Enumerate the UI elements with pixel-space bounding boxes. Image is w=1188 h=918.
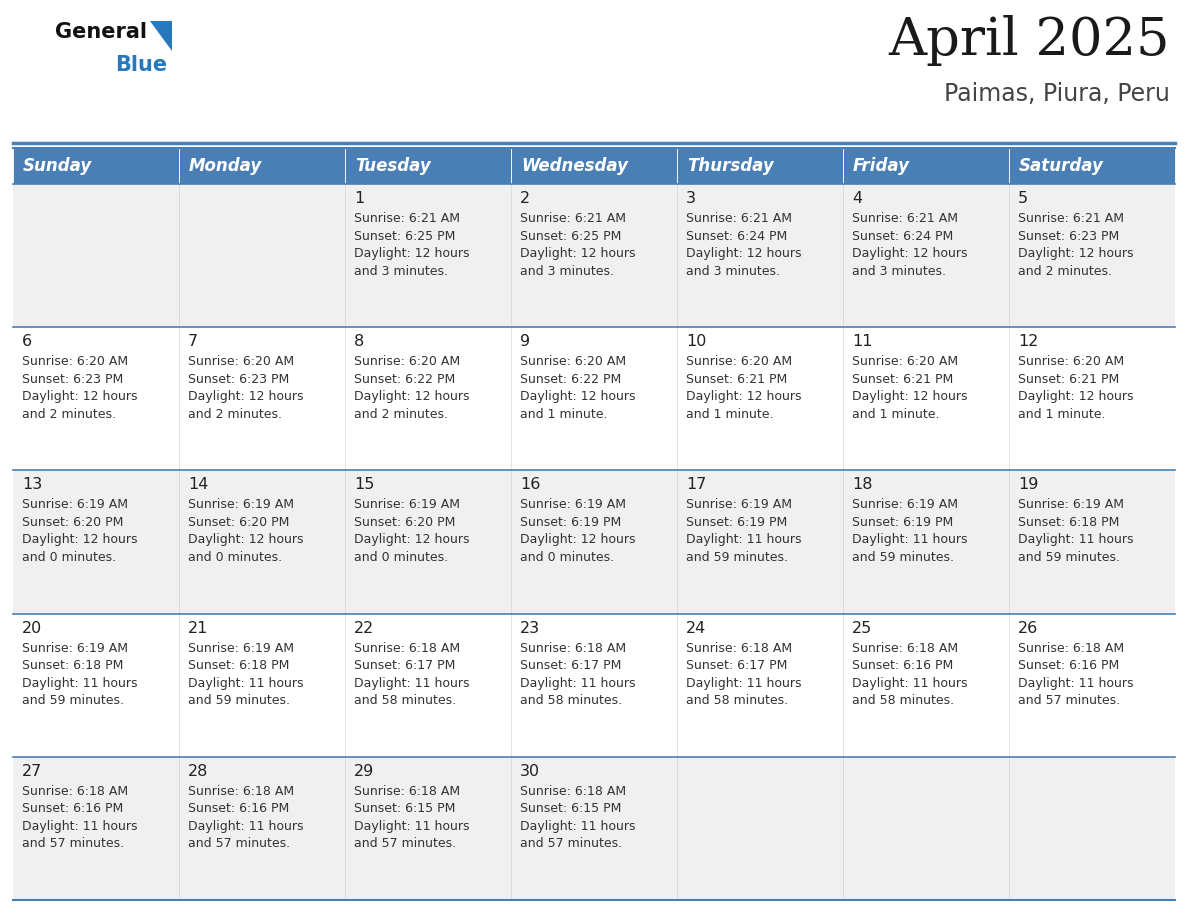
Text: Sunrise: 6:20 AM
Sunset: 6:23 PM
Daylight: 12 hours
and 2 minutes.: Sunrise: 6:20 AM Sunset: 6:23 PM Dayligh…: [23, 355, 138, 420]
Text: Sunrise: 6:18 AM
Sunset: 6:17 PM
Daylight: 11 hours
and 58 minutes.: Sunrise: 6:18 AM Sunset: 6:17 PM Dayligh…: [354, 642, 469, 707]
Text: 5: 5: [1018, 191, 1028, 206]
Text: Sunrise: 6:20 AM
Sunset: 6:22 PM
Daylight: 12 hours
and 1 minute.: Sunrise: 6:20 AM Sunset: 6:22 PM Dayligh…: [520, 355, 636, 420]
Text: 11: 11: [852, 334, 872, 349]
Text: Blue: Blue: [115, 55, 168, 75]
Text: Sunrise: 6:19 AM
Sunset: 6:18 PM
Daylight: 11 hours
and 59 minutes.: Sunrise: 6:19 AM Sunset: 6:18 PM Dayligh…: [1018, 498, 1133, 564]
Text: Sunrise: 6:21 AM
Sunset: 6:23 PM
Daylight: 12 hours
and 2 minutes.: Sunrise: 6:21 AM Sunset: 6:23 PM Dayligh…: [1018, 212, 1133, 277]
Text: Saturday: Saturday: [1019, 157, 1104, 175]
Text: Sunrise: 6:18 AM
Sunset: 6:17 PM
Daylight: 11 hours
and 58 minutes.: Sunrise: 6:18 AM Sunset: 6:17 PM Dayligh…: [685, 642, 802, 707]
Text: 27: 27: [23, 764, 43, 778]
Text: 20: 20: [23, 621, 43, 635]
Text: 2: 2: [520, 191, 530, 206]
Text: Sunrise: 6:18 AM
Sunset: 6:16 PM
Daylight: 11 hours
and 57 minutes.: Sunrise: 6:18 AM Sunset: 6:16 PM Dayligh…: [1018, 642, 1133, 707]
Text: Wednesday: Wednesday: [522, 157, 628, 175]
Text: 4: 4: [852, 191, 862, 206]
Text: 10: 10: [685, 334, 707, 349]
Text: General: General: [55, 22, 147, 42]
Bar: [179, 148, 345, 184]
Text: Sunrise: 6:19 AM
Sunset: 6:20 PM
Daylight: 12 hours
and 0 minutes.: Sunrise: 6:19 AM Sunset: 6:20 PM Dayligh…: [188, 498, 303, 564]
Text: Sunrise: 6:18 AM
Sunset: 6:16 PM
Daylight: 11 hours
and 57 minutes.: Sunrise: 6:18 AM Sunset: 6:16 PM Dayligh…: [23, 785, 138, 850]
Text: Sunrise: 6:18 AM
Sunset: 6:15 PM
Daylight: 11 hours
and 57 minutes.: Sunrise: 6:18 AM Sunset: 6:15 PM Dayligh…: [354, 785, 469, 850]
Text: 21: 21: [188, 621, 208, 635]
Bar: [1009, 148, 1175, 184]
Text: 15: 15: [354, 477, 374, 492]
Polygon shape: [150, 21, 172, 51]
Bar: [13, 470, 1175, 613]
Text: Sunrise: 6:21 AM
Sunset: 6:25 PM
Daylight: 12 hours
and 3 minutes.: Sunrise: 6:21 AM Sunset: 6:25 PM Dayligh…: [520, 212, 636, 277]
Text: 23: 23: [520, 621, 541, 635]
Text: Sunrise: 6:20 AM
Sunset: 6:21 PM
Daylight: 12 hours
and 1 minute.: Sunrise: 6:20 AM Sunset: 6:21 PM Dayligh…: [852, 355, 967, 420]
Text: Sunrise: 6:21 AM
Sunset: 6:24 PM
Daylight: 12 hours
and 3 minutes.: Sunrise: 6:21 AM Sunset: 6:24 PM Dayligh…: [685, 212, 802, 277]
Text: 26: 26: [1018, 621, 1038, 635]
Text: 7: 7: [188, 334, 198, 349]
Text: 25: 25: [852, 621, 872, 635]
Text: Monday: Monday: [189, 157, 263, 175]
Text: Sunrise: 6:19 AM
Sunset: 6:18 PM
Daylight: 11 hours
and 59 minutes.: Sunrise: 6:19 AM Sunset: 6:18 PM Dayligh…: [188, 642, 303, 707]
Text: 22: 22: [354, 621, 374, 635]
Text: Sunrise: 6:18 AM
Sunset: 6:15 PM
Daylight: 11 hours
and 57 minutes.: Sunrise: 6:18 AM Sunset: 6:15 PM Dayligh…: [520, 785, 636, 850]
Text: April 2025: April 2025: [889, 15, 1170, 66]
Text: 24: 24: [685, 621, 706, 635]
Text: Sunrise: 6:19 AM
Sunset: 6:19 PM
Daylight: 11 hours
and 59 minutes.: Sunrise: 6:19 AM Sunset: 6:19 PM Dayligh…: [852, 498, 967, 564]
Text: Sunrise: 6:20 AM
Sunset: 6:21 PM
Daylight: 12 hours
and 1 minute.: Sunrise: 6:20 AM Sunset: 6:21 PM Dayligh…: [1018, 355, 1133, 420]
Text: 16: 16: [520, 477, 541, 492]
Text: 28: 28: [188, 764, 208, 778]
Bar: [677, 148, 843, 184]
Text: Sunrise: 6:19 AM
Sunset: 6:19 PM
Daylight: 12 hours
and 0 minutes.: Sunrise: 6:19 AM Sunset: 6:19 PM Dayligh…: [520, 498, 636, 564]
Bar: [13, 148, 179, 184]
Bar: [13, 756, 1175, 900]
Bar: [13, 327, 1175, 470]
Text: Sunrise: 6:21 AM
Sunset: 6:24 PM
Daylight: 12 hours
and 3 minutes.: Sunrise: 6:21 AM Sunset: 6:24 PM Dayligh…: [852, 212, 967, 277]
Bar: [843, 148, 1009, 184]
Text: 30: 30: [520, 764, 541, 778]
Bar: [511, 148, 677, 184]
Text: Sunrise: 6:18 AM
Sunset: 6:16 PM
Daylight: 11 hours
and 58 minutes.: Sunrise: 6:18 AM Sunset: 6:16 PM Dayligh…: [852, 642, 967, 707]
Text: 1: 1: [354, 191, 365, 206]
Text: 19: 19: [1018, 477, 1038, 492]
Bar: [13, 613, 1175, 756]
Text: 3: 3: [685, 191, 696, 206]
Text: Thursday: Thursday: [687, 157, 773, 175]
Text: Sunrise: 6:20 AM
Sunset: 6:22 PM
Daylight: 12 hours
and 2 minutes.: Sunrise: 6:20 AM Sunset: 6:22 PM Dayligh…: [354, 355, 469, 420]
Text: Sunday: Sunday: [23, 157, 93, 175]
Text: Sunrise: 6:19 AM
Sunset: 6:20 PM
Daylight: 12 hours
and 0 minutes.: Sunrise: 6:19 AM Sunset: 6:20 PM Dayligh…: [354, 498, 469, 564]
Text: Sunrise: 6:18 AM
Sunset: 6:17 PM
Daylight: 11 hours
and 58 minutes.: Sunrise: 6:18 AM Sunset: 6:17 PM Dayligh…: [520, 642, 636, 707]
Text: 18: 18: [852, 477, 872, 492]
Text: 6: 6: [23, 334, 32, 349]
Text: Sunrise: 6:18 AM
Sunset: 6:16 PM
Daylight: 11 hours
and 57 minutes.: Sunrise: 6:18 AM Sunset: 6:16 PM Dayligh…: [188, 785, 303, 850]
Text: 8: 8: [354, 334, 365, 349]
Text: 12: 12: [1018, 334, 1038, 349]
Text: 14: 14: [188, 477, 208, 492]
Text: Paimas, Piura, Peru: Paimas, Piura, Peru: [944, 82, 1170, 106]
Text: Sunrise: 6:20 AM
Sunset: 6:23 PM
Daylight: 12 hours
and 2 minutes.: Sunrise: 6:20 AM Sunset: 6:23 PM Dayligh…: [188, 355, 303, 420]
Text: Sunrise: 6:19 AM
Sunset: 6:18 PM
Daylight: 11 hours
and 59 minutes.: Sunrise: 6:19 AM Sunset: 6:18 PM Dayligh…: [23, 642, 138, 707]
Text: 9: 9: [520, 334, 530, 349]
Bar: [345, 148, 511, 184]
Text: Friday: Friday: [853, 157, 910, 175]
Bar: [13, 184, 1175, 327]
Text: 17: 17: [685, 477, 707, 492]
Text: Sunrise: 6:19 AM
Sunset: 6:20 PM
Daylight: 12 hours
and 0 minutes.: Sunrise: 6:19 AM Sunset: 6:20 PM Dayligh…: [23, 498, 138, 564]
Text: Sunrise: 6:21 AM
Sunset: 6:25 PM
Daylight: 12 hours
and 3 minutes.: Sunrise: 6:21 AM Sunset: 6:25 PM Dayligh…: [354, 212, 469, 277]
Text: 13: 13: [23, 477, 43, 492]
Text: Tuesday: Tuesday: [355, 157, 431, 175]
Text: 29: 29: [354, 764, 374, 778]
Text: Sunrise: 6:20 AM
Sunset: 6:21 PM
Daylight: 12 hours
and 1 minute.: Sunrise: 6:20 AM Sunset: 6:21 PM Dayligh…: [685, 355, 802, 420]
Text: Sunrise: 6:19 AM
Sunset: 6:19 PM
Daylight: 11 hours
and 59 minutes.: Sunrise: 6:19 AM Sunset: 6:19 PM Dayligh…: [685, 498, 802, 564]
